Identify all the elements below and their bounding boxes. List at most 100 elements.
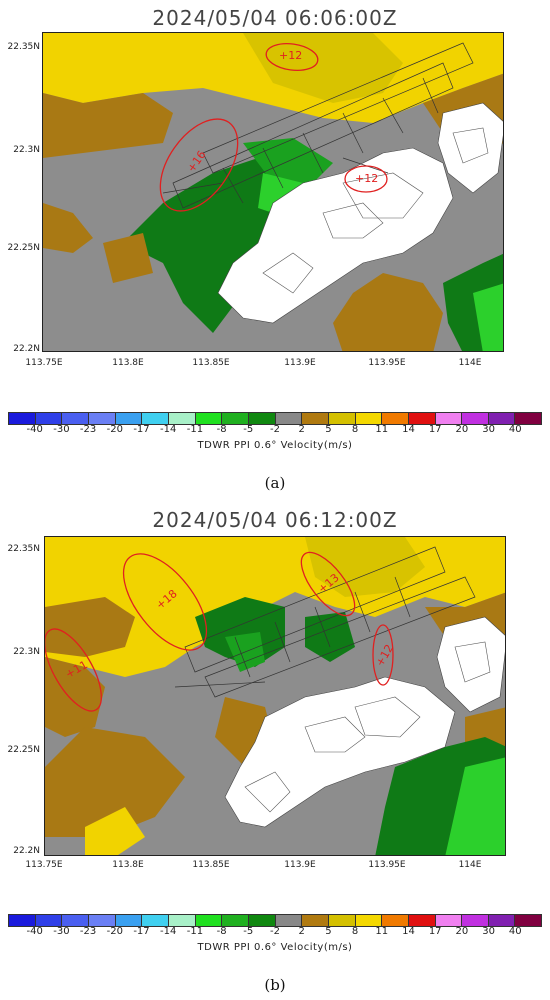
colorbar-swatch — [275, 915, 303, 926]
colorbar-swatch — [115, 413, 143, 424]
x-tick-label: 113.85E — [192, 358, 230, 368]
colorbar-swatch — [515, 413, 542, 424]
colorbar-swatch — [488, 413, 516, 424]
colorbar-tick-label: -20 — [106, 424, 123, 435]
colorbar-swatch — [195, 915, 223, 926]
colorbar-swatch — [382, 915, 409, 926]
colorbar-tick-label: 8 — [351, 926, 359, 937]
colorbar-tick-label: 11 — [375, 424, 389, 435]
colorbar-tick-label: 20 — [455, 424, 469, 435]
x-tick-label: 113.9E — [284, 860, 316, 870]
colorbar-swatch — [115, 915, 143, 926]
colorbar-swatch — [435, 915, 463, 926]
colorbar-tick-label: 20 — [455, 926, 469, 937]
colorbar-ticks: -40 -30 -23 -20 -17 -14 -11 -8 -5 -2 2 5 8 11 14 17 20 30… — [0, 424, 550, 438]
colorbar-tick-label: 14 — [402, 926, 415, 937]
colorbar-tick-label: 17 — [428, 926, 442, 937]
x-tick-label: 113.95E — [368, 358, 406, 368]
colorbar-swatch — [488, 915, 516, 926]
panel-title: 2024/05/04 06:12:00Z — [152, 508, 398, 532]
colorbar-tick-label: -17 — [133, 926, 150, 937]
panel-a: 2024/05/04 06:06:00Z 22.35N 22.3N 22.25N… — [0, 6, 550, 492]
colorbar-swatch — [62, 915, 89, 926]
colorbar-tick-label: -40 — [26, 926, 43, 937]
x-tick-label: 113.95E — [368, 860, 406, 870]
colorbar-swatch — [142, 915, 169, 926]
colorbar-tick-label: -14 — [160, 424, 177, 435]
x-tick-label: 113.8E — [112, 358, 144, 368]
colorbar-swatch — [408, 915, 436, 926]
y-tick-label: 22.35N — [7, 42, 41, 52]
colorbar-swatch — [328, 413, 356, 424]
colorbar-tick-label: 2 — [298, 926, 305, 937]
colorbar-tick-label: 8 — [351, 424, 359, 435]
colorbar-tick-label: -11 — [186, 926, 204, 937]
colorbar-tick-label: -23 — [79, 926, 97, 937]
colorbar-swatch — [302, 915, 329, 926]
radar-velocity-map: +12 +16 +12 — [42, 32, 504, 352]
colorbar-tick-label: -8 — [216, 926, 227, 937]
colorbar-tick-label: 5 — [325, 926, 332, 937]
colorbar-tick-label: 2 — [298, 424, 305, 435]
colorbar-swatch — [9, 915, 36, 926]
y-tick-label: 22.3N — [13, 647, 40, 657]
y-tick-label: 22.2N — [13, 344, 40, 354]
colorbar-tick-label: -23 — [79, 424, 97, 435]
x-tick-label: 113.75E — [25, 358, 63, 368]
x-tick-label: 114E — [458, 860, 482, 870]
colorbar-swatch — [302, 413, 329, 424]
colorbar-swatch — [35, 413, 63, 424]
velocity-colorbar — [8, 412, 542, 425]
velocity-colorbar — [8, 914, 542, 927]
colorbar-swatch — [142, 413, 169, 424]
panel-title: 2024/05/04 06:06:00Z — [152, 6, 398, 30]
colorbar-tick-label: 17 — [428, 424, 442, 435]
colorbar-tick-label: -20 — [106, 926, 123, 937]
colorbar-swatch — [462, 413, 489, 424]
colorbar-tick-label: -14 — [160, 926, 177, 937]
colorbar-swatch — [9, 413, 36, 424]
panel-b: 2024/05/04 06:12:00Z 22.35N 22.3N 22.25N… — [0, 500, 550, 1000]
y-tick-label: 22.25N — [7, 243, 41, 253]
colorbar-caption: TDWR PPI 0.6° Velocity(m/s) — [197, 942, 353, 953]
map-canvas — [43, 33, 503, 351]
colorbar-swatch — [248, 413, 276, 424]
map-canvas — [45, 537, 505, 855]
panel-label: (a) — [264, 474, 286, 492]
x-tick-label: 114E — [458, 358, 482, 368]
radar-velocity-map: +18 +13 +11 +12 — [44, 536, 506, 856]
colorbar-tick-label: -5 — [243, 424, 254, 435]
colorbar-tick-label: -40 — [26, 424, 43, 435]
colorbar-swatch — [248, 915, 276, 926]
colorbar-tick-label: 14 — [402, 424, 415, 435]
x-tick-label: 113.75E — [25, 860, 63, 870]
colorbar-tick-label: 11 — [375, 926, 389, 937]
colorbar-swatch — [168, 413, 196, 424]
colorbar-tick-label: -2 — [270, 424, 280, 435]
colorbar-swatch — [328, 915, 356, 926]
colorbar-caption: TDWR PPI 0.6° Velocity(m/s) — [197, 440, 353, 451]
colorbar-swatch — [515, 915, 542, 926]
colorbar-swatch — [222, 413, 249, 424]
colorbar-tick-label: 40 — [508, 926, 522, 937]
y-tick-label: 22.3N — [13, 145, 40, 155]
colorbar-tick-label: -2 — [270, 926, 280, 937]
x-tick-label: 113.8E — [112, 860, 144, 870]
colorbar-tick-label: -8 — [216, 424, 227, 435]
colorbar-swatch — [355, 915, 383, 926]
colorbar-tick-label: -5 — [243, 926, 254, 937]
colorbar-swatch — [222, 915, 249, 926]
colorbar-swatch — [62, 413, 89, 424]
colorbar-tick-label: 30 — [482, 424, 495, 435]
colorbar-swatch — [35, 915, 63, 926]
velocity-annotation: +12 — [355, 172, 379, 185]
colorbar-swatch — [195, 413, 223, 424]
x-tick-label: 113.9E — [284, 358, 316, 368]
colorbar-swatch — [355, 413, 383, 424]
colorbar-swatch — [462, 915, 489, 926]
colorbar-tick-label: 30 — [482, 926, 495, 937]
colorbar-swatch — [88, 413, 116, 424]
colorbar-tick-label: -30 — [53, 424, 70, 435]
colorbar-swatch — [408, 413, 436, 424]
velocity-annotation: +12 — [279, 49, 303, 62]
